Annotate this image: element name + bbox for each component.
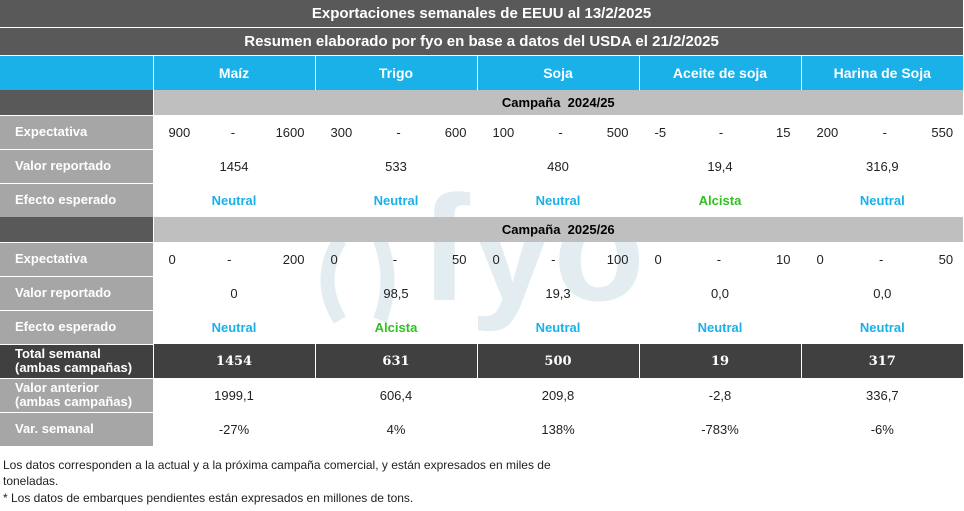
- table-row: Efecto esperado Neutral Alcista Neutral …: [0, 309, 964, 344]
- row-label-valor-reportado: Valor reportado: [0, 148, 153, 183]
- cell-value: -27%: [152, 412, 315, 446]
- expectativa-range: 200-550: [816, 124, 954, 140]
- table-subtitle: Resumen elaborado por fyo en base a dato…: [0, 27, 964, 56]
- table-row: Var. semanal -27% 4% 138% -783% -6%: [0, 411, 964, 446]
- cell-value: 0,0: [638, 276, 801, 310]
- footnote-data-units: Los datos corresponden a la actual y a l…: [3, 458, 551, 472]
- expectativa-range: 100-500: [492, 124, 629, 140]
- cell-value: 533: [314, 149, 477, 183]
- column-header-soja: Soja: [476, 55, 639, 90]
- table-title: Exportaciones semanales de EEUU al 13/2/…: [0, 0, 964, 28]
- cell-value: 4%: [314, 412, 477, 446]
- table-row: Valor reportado 0 98,5 19,3 0,0 0,0: [0, 275, 964, 310]
- effect-neutral: Neutral: [314, 183, 477, 217]
- cell-value: -783%: [638, 412, 801, 446]
- cell-value: 1454: [152, 149, 315, 183]
- expectativa-range: 900-1600: [168, 124, 305, 140]
- total-row: Total semanal (ambas campañas) 1454 631 5…: [0, 343, 964, 378]
- row-label-expectativa: Expectativa: [0, 241, 153, 276]
- cell-value: 336,7: [800, 378, 964, 412]
- total-value: 19: [638, 344, 801, 378]
- row-label-expectativa: Expectativa: [0, 114, 153, 149]
- table-row: Efecto esperado Neutral Neutral Neutral …: [0, 182, 964, 217]
- expectativa-range: 300-600: [330, 124, 467, 140]
- cell-value: 606,4: [314, 378, 477, 412]
- campaign-blank-cell: [0, 217, 153, 242]
- expectativa-range: 0-50: [816, 251, 954, 267]
- cell-value: 138%: [476, 412, 639, 446]
- effect-neutral: Neutral: [476, 183, 639, 217]
- cell-value: 0: [152, 276, 315, 310]
- column-header-maiz: Maíz: [152, 55, 315, 90]
- expectativa-range: -5-15: [654, 124, 791, 140]
- cell-value: 19,4: [638, 149, 801, 183]
- table-row: Expectativa 900-1600 300-600 100-500 -5-…: [0, 114, 964, 149]
- cell-value: 1999,1: [152, 378, 315, 412]
- effect-alcista: Alcista: [314, 310, 477, 344]
- cell-value: 0,0: [800, 276, 964, 310]
- column-header-harina-de-soja: Harina de Soja: [800, 55, 964, 90]
- cell-value: -6%: [800, 412, 964, 446]
- campaign-header-2024-25: Campaña 2024/25: [152, 90, 964, 115]
- total-value: 631: [314, 344, 477, 378]
- effect-alcista: Alcista: [638, 183, 801, 217]
- total-value: 500: [476, 344, 639, 378]
- effect-neutral: Neutral: [476, 310, 639, 344]
- cell-value: -2,8: [638, 378, 801, 412]
- effect-neutral: Neutral: [638, 310, 801, 344]
- row-label-efecto-esperado: Efecto esperado: [0, 309, 153, 344]
- row-label-valor-reportado: Valor reportado: [0, 275, 153, 310]
- cell-value: 316,9: [800, 149, 964, 183]
- footnote-embarques: * Los datos de embarques pendientes está…: [3, 491, 414, 505]
- row-label-efecto-esperado: Efecto esperado: [0, 182, 153, 217]
- cell-value: 480: [476, 149, 639, 183]
- row-label-total-semanal: Total semanal (ambas campañas): [0, 343, 153, 378]
- effect-neutral: Neutral: [152, 183, 315, 217]
- row-label-var-semanal: Var. semanal: [0, 411, 153, 446]
- table-row: Valor anterior (ambas campañas) 1999,1 60…: [0, 377, 964, 412]
- campaign-header-2025-26: Campaña 2025/26: [152, 217, 964, 242]
- expectativa-range: 0-100: [492, 251, 629, 267]
- effect-neutral: Neutral: [800, 183, 964, 217]
- expectativa-range: 0-10: [654, 251, 791, 267]
- expectativa-range: 0-200: [168, 251, 305, 267]
- table-row: Valor reportado 1454 533 480 19,4 316,9: [0, 148, 964, 183]
- column-header-trigo: Trigo: [314, 55, 477, 90]
- header-blank-cell: [0, 55, 153, 90]
- row-label-valor-anterior: Valor anterior (ambas campañas): [0, 377, 153, 412]
- effect-neutral: Neutral: [800, 310, 964, 344]
- column-header-aceite-de-soja: Aceite de soja: [638, 55, 801, 90]
- effect-neutral: Neutral: [152, 310, 315, 344]
- exports-table: Exportaciones semanales de EEUU al 13/2/…: [0, 0, 964, 446]
- cell-value: 98,5: [314, 276, 477, 310]
- expectativa-range: 0-50: [330, 251, 467, 267]
- footnote-data-units-cont: toneladas.: [3, 474, 59, 488]
- total-value: 1454: [152, 344, 315, 378]
- cell-value: 19,3: [476, 276, 639, 310]
- total-value: 317: [800, 344, 964, 378]
- cell-value: 209,8: [476, 378, 639, 412]
- campaign-blank-cell: [0, 90, 153, 115]
- table-row: Expectativa 0-200 0-50 0-100 0-10 0-50: [0, 241, 964, 276]
